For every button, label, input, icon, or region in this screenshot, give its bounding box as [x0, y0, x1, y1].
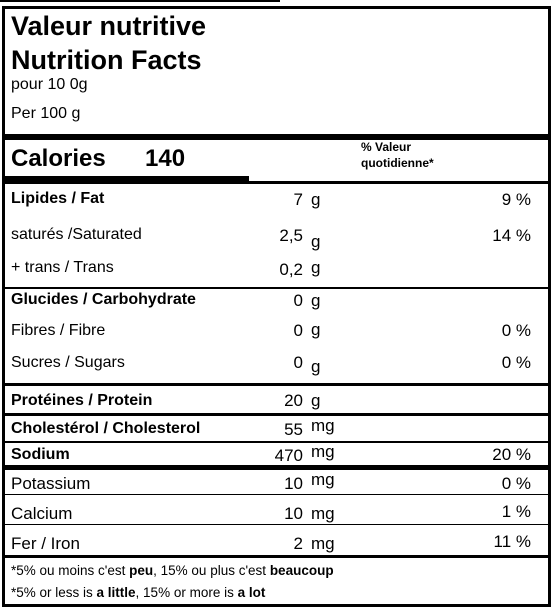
nutrient-amount: 0,2	[279, 260, 303, 279]
divider	[5, 287, 548, 289]
divider	[5, 524, 548, 525]
nutrient-unit: mg	[311, 504, 335, 523]
nutrient-amount: 2,5	[279, 226, 303, 245]
footnote-english: *5% or less is a little, 15% or more is …	[11, 584, 265, 602]
divider	[5, 555, 548, 558]
nutrient-name: saturés /Saturated	[11, 226, 142, 243]
nutrient-name: Sucres / Sugars	[11, 354, 125, 371]
nutrient-name: Fibres / Fibre	[11, 322, 106, 339]
divider	[5, 494, 548, 495]
nutrient-daily-value: 0 %	[501, 474, 531, 493]
nutrient-unit: g	[311, 391, 321, 410]
nutrient-unit: mg	[311, 470, 335, 489]
nutrient-unit: g	[311, 320, 321, 339]
nutrient-unit: g	[311, 291, 321, 310]
nutrient-name: Fer / Iron	[11, 534, 80, 553]
nutrient-daily-value: 1 %	[501, 502, 531, 521]
nutrient-amount: 0	[293, 291, 303, 310]
nutrient-amount: 0	[293, 353, 303, 372]
title-french: Valeur nutritive	[11, 11, 207, 41]
nutrient-amount: 10	[284, 504, 303, 523]
calories-value: 140	[145, 145, 186, 172]
title-english: Nutrition Facts	[11, 45, 202, 75]
nutrient-name: Potassium	[11, 474, 91, 493]
nutrient-amount: 7	[293, 190, 303, 209]
nutrient-amount: 470	[274, 446, 303, 465]
nutrient-amount: 20	[284, 391, 303, 410]
nutrient-unit: mg	[311, 442, 335, 461]
divider	[5, 465, 548, 470]
calories-rule	[5, 176, 249, 181]
nutrient-unit: mg	[311, 416, 335, 435]
nutrient-amount: 0	[293, 321, 303, 340]
nutrient-daily-value: 0 %	[501, 353, 531, 372]
nutrient-unit: mg	[311, 534, 335, 553]
nutrient-daily-value: 14 %	[492, 226, 531, 245]
divider	[5, 441, 548, 443]
nutrient-unit: g	[311, 357, 321, 376]
calories-label: Calories	[11, 145, 106, 172]
nutrient-unit: g	[311, 232, 321, 251]
divider	[5, 413, 548, 416]
footnote-french: *5% ou moins c'est peu, 15% ou plus c'es…	[11, 562, 334, 580]
serving-size-english: Per 100 g	[11, 105, 81, 122]
nutrient-name: Cholestérol / Cholesterol	[11, 420, 201, 437]
nutrient-name: Calcium	[11, 504, 73, 523]
nutrient-name: Protéines / Protein	[11, 392, 153, 409]
nutrient-amount: 10	[284, 474, 303, 493]
nutrient-name: Lipides / Fat	[11, 190, 105, 207]
footnote-text: *5% or less is	[11, 585, 97, 600]
daily-value-header-line1: % Valeur	[361, 140, 412, 154]
footnote-emphasis: beaucoup	[269, 563, 334, 578]
nutrition-facts-label: Valeur nutritive Nutrition Facts pour 10…	[2, 6, 551, 607]
nutrient-amount: 55	[284, 420, 303, 439]
nutrient-name: + trans / Trans	[11, 259, 114, 276]
footnote-text: , 15% or more is	[135, 585, 238, 600]
daily-value-header: % Valeur quotidienne*	[361, 139, 481, 171]
footnote-emphasis: a lot	[237, 585, 266, 600]
nutrient-daily-value: 0 %	[501, 321, 531, 340]
divider-thick	[5, 134, 548, 140]
top-rule	[0, 0, 280, 2]
serving-size-french: pour 10 0g	[11, 76, 88, 93]
nutrient-amount: 2	[293, 534, 303, 553]
divider	[5, 383, 548, 386]
footnote-text: *5% ou moins c'est	[11, 563, 130, 578]
footnote-emphasis: peu	[129, 563, 154, 578]
nutrient-daily-value: 11 %	[493, 532, 532, 551]
nutrient-unit: g	[311, 258, 321, 277]
divider	[5, 181, 548, 184]
nutrient-daily-value: 9 %	[501, 190, 531, 209]
daily-value-header-line2: quotidienne*	[361, 156, 434, 170]
footnote-text: , 15% ou plus c'est	[153, 563, 270, 578]
nutrient-daily-value: 20 %	[492, 445, 531, 464]
nutrient-unit: g	[311, 190, 321, 209]
nutrient-name: Glucides / Carbohydrate	[11, 291, 196, 308]
nutrient-name: Sodium	[11, 446, 70, 463]
footnote-emphasis: a little	[96, 585, 136, 600]
